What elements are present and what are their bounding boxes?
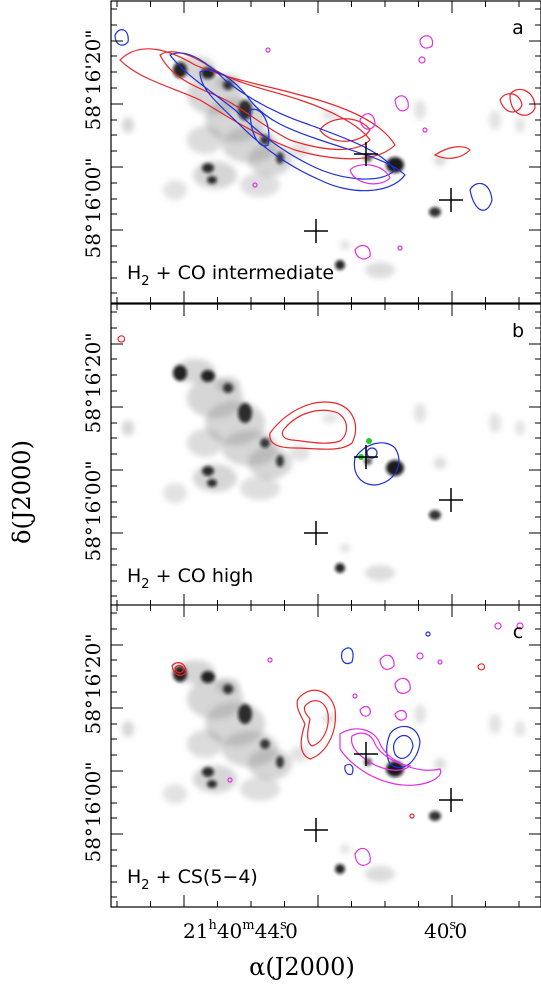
panel-letter: c <box>513 621 523 643</box>
contours <box>114 29 536 260</box>
contours <box>117 335 400 486</box>
panel-label: H2 + CO high <box>127 565 253 592</box>
contours <box>171 622 524 866</box>
axis-ticks <box>111 1 541 303</box>
source-cross-marker <box>354 445 378 469</box>
x-tick-label-1: 21h40m44s.0 <box>183 918 298 943</box>
h2-emission <box>122 56 525 278</box>
x-axis-title: α(J2000) <box>249 953 355 981</box>
y-tick-label: 58°16'00" <box>81 761 105 862</box>
x-tick-label-2: 40s.0 <box>424 918 467 943</box>
panel-a: 58°16'20" 58°16'00" a H2 + CO intermediate <box>81 0 541 304</box>
panel-c: 58°16'20" 58°16'00" c H2 + CS(5−4) <box>81 604 541 908</box>
source-cross-marker <box>439 488 463 512</box>
panel-letter: a <box>512 17 524 39</box>
h2-knots <box>173 365 441 573</box>
y-tick-label: 58°16'00" <box>81 157 105 258</box>
panel-b: 58°16'20" 58°16'00" b H2 + CO high <box>81 303 541 607</box>
source-cross-marker <box>304 521 328 545</box>
y-tick-label: 58°16'00" <box>81 460 105 561</box>
y-tick-label: 58°16'20" <box>81 29 105 130</box>
y-tick-label: 58°16'20" <box>81 633 105 734</box>
panel-label: H2 + CO intermediate <box>127 262 334 289</box>
source-cross-marker <box>304 219 328 243</box>
source-cross-marker <box>354 742 378 766</box>
panel-frame <box>110 604 541 908</box>
y-tick-label: 58°16'20" <box>81 332 105 433</box>
green-marker <box>366 438 372 444</box>
y-axis-title: δ(J2000) <box>8 440 36 544</box>
source-cross-marker <box>439 188 463 212</box>
source-cross-marker <box>439 788 463 812</box>
source-cross-marker <box>354 142 378 166</box>
source-cross-marker <box>304 818 328 842</box>
panel-label: H2 + CS(5−4) <box>127 866 258 893</box>
panel-frame <box>110 0 541 304</box>
axis-ticks <box>111 605 541 907</box>
panel-letter: b <box>512 320 524 342</box>
